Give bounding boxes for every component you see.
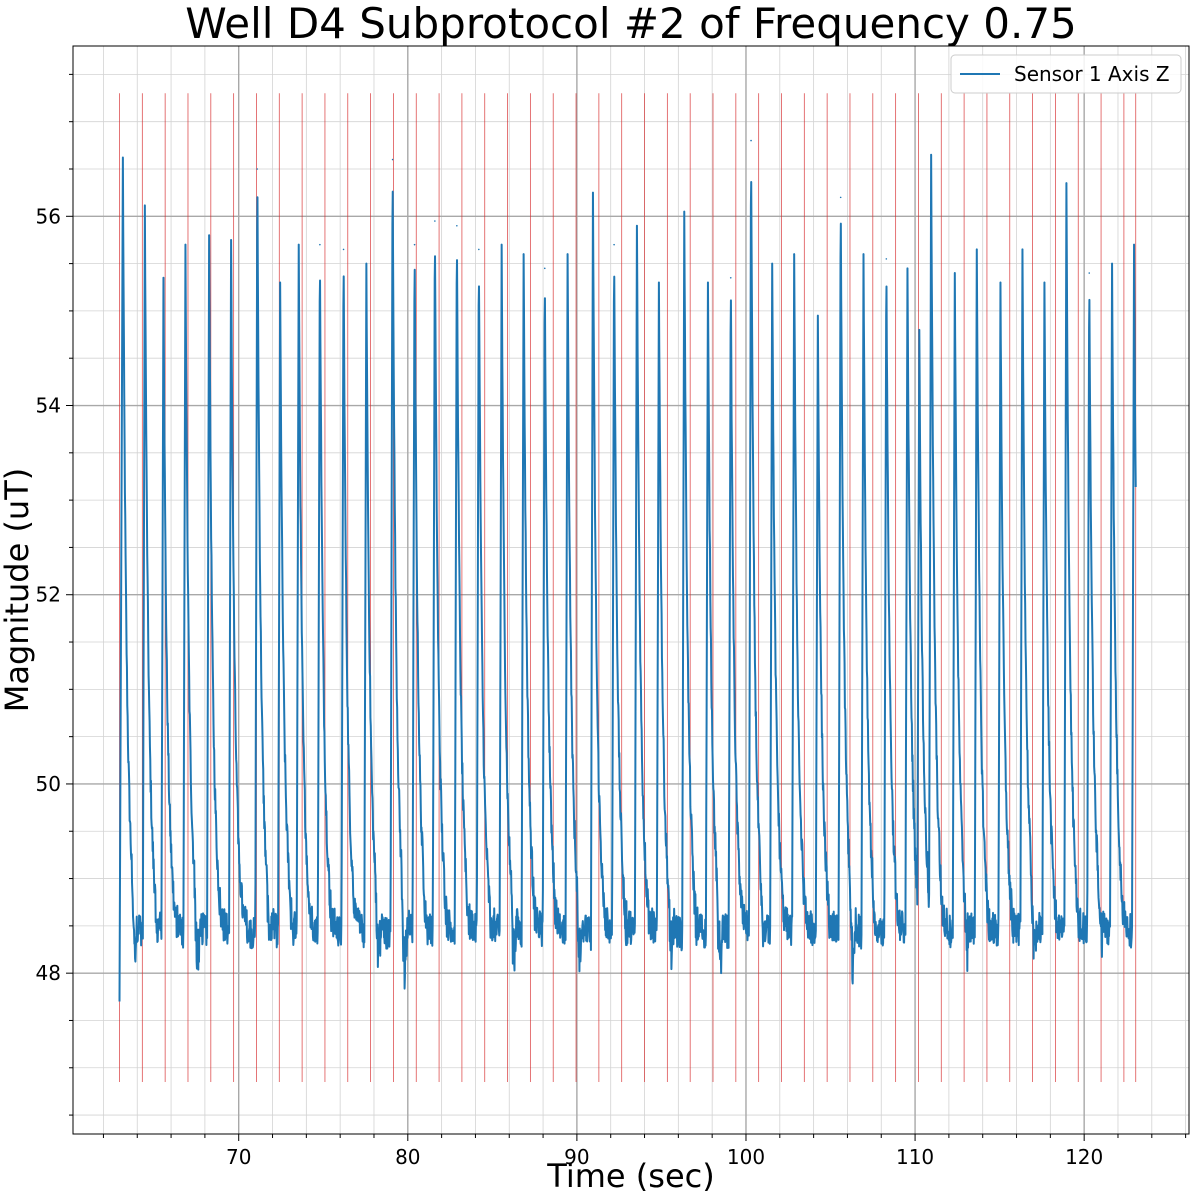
peak-point xyxy=(434,220,436,222)
peak-point xyxy=(771,262,773,265)
x-axis-label: Time (sec) xyxy=(546,1157,714,1195)
legend: Sensor 1 Axis Z xyxy=(950,54,1182,94)
peak-point xyxy=(1088,272,1091,274)
peak-point xyxy=(456,224,458,227)
peak-point xyxy=(636,224,638,227)
legend-label-sensor-1-axis-z: Sensor 1 Axis Z xyxy=(1014,62,1170,86)
peak-point xyxy=(839,196,842,199)
peak-point xyxy=(162,276,165,279)
peak-point xyxy=(208,234,210,237)
peak-point xyxy=(122,158,124,161)
peak-point xyxy=(1021,248,1024,251)
y-tick-label: 56 xyxy=(36,204,61,228)
peak-point xyxy=(1065,182,1068,184)
y-axis-label: Magnitude (uT) xyxy=(0,468,36,713)
peak-point xyxy=(279,281,281,284)
plot-area-frame xyxy=(72,45,1190,1135)
peak-point xyxy=(365,262,368,265)
peak-point xyxy=(707,281,709,284)
y-tick-label: 52 xyxy=(36,583,61,607)
x-tick-label: 70 xyxy=(226,1145,251,1169)
x-tick-label: 90 xyxy=(564,1145,589,1169)
peak-point xyxy=(256,168,259,170)
peak-point xyxy=(1111,262,1113,265)
peak-point xyxy=(862,253,865,255)
peak-point xyxy=(918,329,921,331)
major-grid xyxy=(73,46,1189,1134)
y-tick-label: 48 xyxy=(36,961,61,985)
chart-title: Well D4 Subprotocol #2 of Frequency 0.75 xyxy=(185,0,1077,48)
x-tick-label: 80 xyxy=(395,1145,420,1169)
x-axis-ticks: 70 80 90 100 110 120 xyxy=(102,1134,1187,1169)
peak-point xyxy=(319,243,321,246)
peak-point xyxy=(391,158,394,161)
peak-point xyxy=(729,276,732,279)
peak-point xyxy=(906,267,909,270)
y-tick-label: 54 xyxy=(36,394,61,418)
peak-point xyxy=(658,281,660,284)
peak-point xyxy=(999,281,1002,284)
peak-point xyxy=(1133,243,1135,246)
peak-point xyxy=(975,248,978,251)
peak-point xyxy=(817,314,819,317)
peak-point xyxy=(500,243,503,246)
peak-point xyxy=(683,210,686,213)
peak-point xyxy=(750,139,752,142)
series-layer xyxy=(118,139,1137,1002)
peak-point xyxy=(230,239,232,241)
peak-point xyxy=(184,243,187,246)
peak-point xyxy=(793,253,795,255)
peak-point xyxy=(954,272,956,274)
y-axis-ticks: 48 50 52 54 56 xyxy=(36,73,73,1116)
peak-point xyxy=(543,267,546,270)
peak-point xyxy=(930,154,932,156)
series-line-sensor-1-axis-z xyxy=(118,153,1137,1002)
peak-point xyxy=(144,206,146,208)
peak-point xyxy=(592,191,594,194)
peak-point xyxy=(297,243,300,246)
peak-point xyxy=(342,248,345,251)
peak-point xyxy=(1043,281,1046,284)
x-tick-label: 110 xyxy=(896,1145,934,1169)
peak-point xyxy=(566,253,569,255)
x-tick-label: 120 xyxy=(1065,1145,1103,1169)
peak-point xyxy=(885,258,888,260)
peak-point xyxy=(613,243,615,246)
x-tick-label: 100 xyxy=(727,1145,765,1169)
peak-point xyxy=(413,243,416,246)
y-tick-label: 50 xyxy=(36,772,61,796)
peak-point xyxy=(478,248,480,251)
peak-point xyxy=(522,253,525,255)
legend-box xyxy=(950,54,1182,94)
